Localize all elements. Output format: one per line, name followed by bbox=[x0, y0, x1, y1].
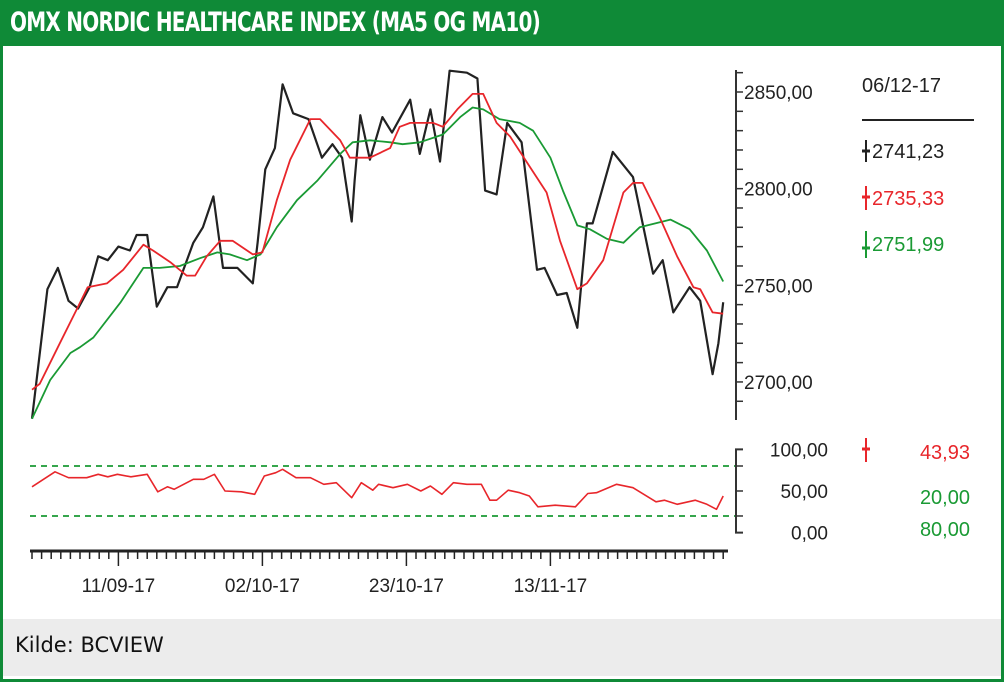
ma10-marker-icon bbox=[862, 231, 870, 258]
legend-oscillator-value: 43,93 bbox=[920, 442, 970, 464]
x-axis: 11/09-17 02/10-17 23/10-17 13/11-17 bbox=[30, 549, 728, 597]
axes: 2700,00 2750,00 2800,00 2850,00 0,00 50,00 100… bbox=[735, 70, 828, 545]
chart-title: OMX NORDIC HEALTHCARE INDEX (MA5 OG MA10… bbox=[10, 7, 541, 38]
legend-date: 06/12-17 bbox=[862, 75, 941, 97]
oscillator-line bbox=[31, 468, 724, 511]
ma5-marker-icon bbox=[862, 186, 870, 210]
header-bar: OMX NORDIC HEALTHCARE INDEX (MA5 OG MA10… bbox=[0, 0, 1004, 46]
main-plot bbox=[30, 69, 725, 420]
series-line-index bbox=[30, 69, 725, 419]
legend-oscillator-high: 80,00 bbox=[920, 519, 970, 541]
legend-ma5-value: 2735,33 bbox=[872, 188, 944, 210]
series-line-ma10 bbox=[31, 106, 724, 420]
y-tick-label: 2800,00 bbox=[744, 180, 813, 201]
y-tick-label: 2700,00 bbox=[744, 373, 813, 394]
x-tick-label: 23/10-17 bbox=[369, 576, 444, 597]
legend-ma10-value: 2751,99 bbox=[872, 234, 944, 256]
oscillator-tick-label: 50,00 bbox=[780, 482, 828, 503]
close-marker-icon bbox=[862, 140, 870, 162]
oscillator-plot bbox=[30, 465, 735, 517]
y-tick-label: 2850,00 bbox=[744, 83, 813, 104]
oscillator-tick-label: 100,00 bbox=[770, 440, 828, 461]
series-line-ma5 bbox=[31, 93, 724, 391]
source-label: Kilde: BCVIEW bbox=[15, 633, 164, 657]
x-tick-label: 02/10-17 bbox=[225, 576, 300, 597]
x-tick-label: 11/09-17 bbox=[82, 576, 156, 597]
legend: 06/12-17 2741,23 2735,33 2751,99 43,93 2… bbox=[862, 75, 974, 541]
legend-oscillator-low: 20,00 bbox=[920, 487, 970, 509]
oscillator-tick-label: 0,00 bbox=[791, 524, 828, 545]
y-tick-label: 2750,00 bbox=[744, 276, 813, 297]
legend-close-value: 2741,23 bbox=[872, 141, 944, 163]
oscillator-marker-icon bbox=[862, 438, 870, 462]
footer: Kilde: BCVIEW bbox=[3, 619, 1001, 676]
x-tick-label: 13/11-17 bbox=[514, 576, 588, 597]
